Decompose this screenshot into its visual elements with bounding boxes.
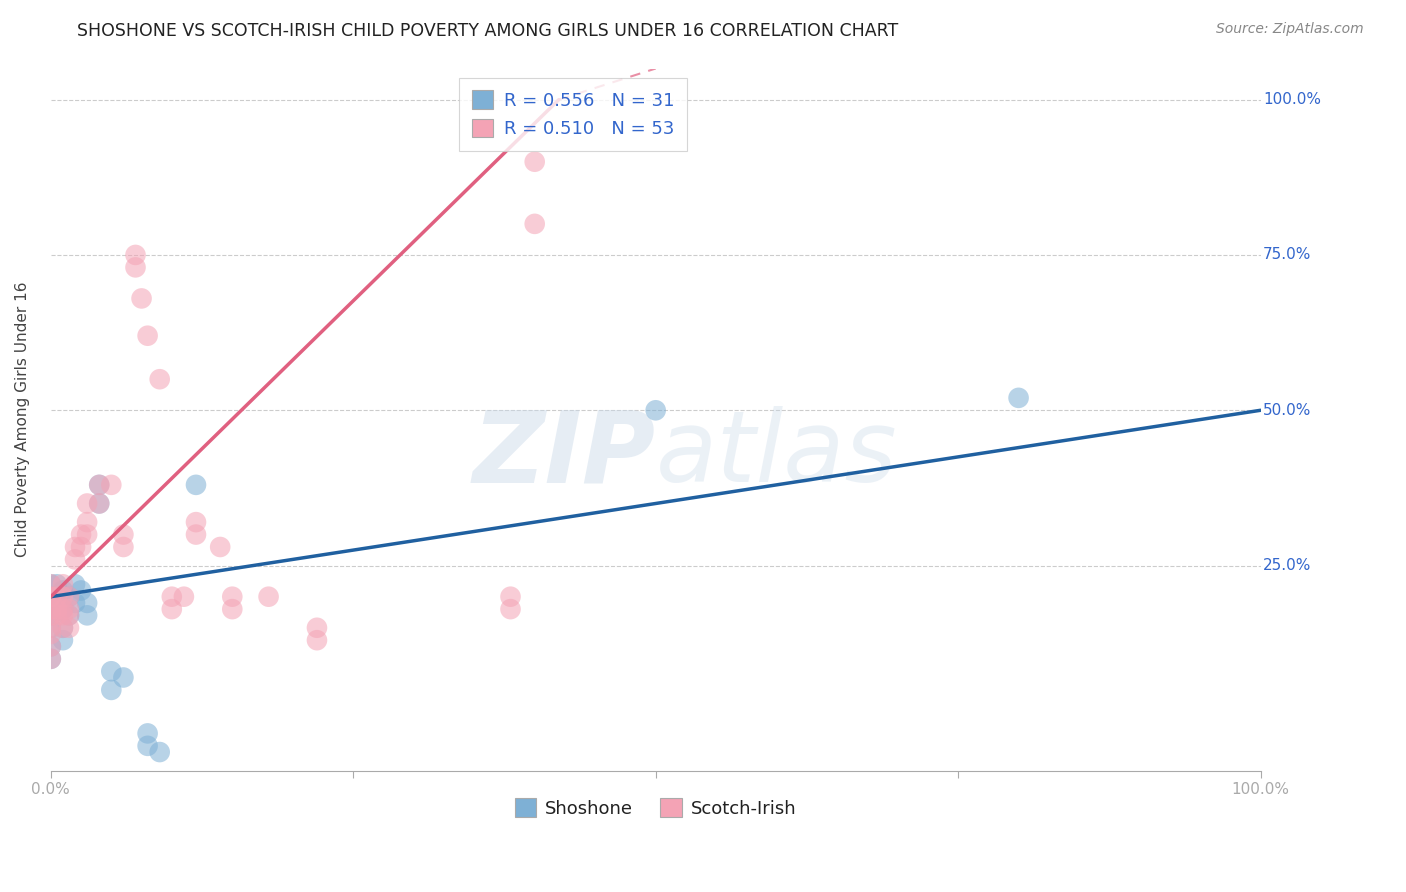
Point (39, 602, 62, 616)
Point (136, 328, 159, 343)
Point (39, 577, 62, 591)
Legend: Shoshone, Scotch-Irish: Shoshone, Scotch-Irish (508, 791, 804, 825)
Point (52, 633, 75, 648)
Text: 100.0%: 100.0% (1263, 92, 1322, 107)
Point (160, 590, 183, 604)
Point (39, 621, 62, 635)
Point (100, 665, 122, 679)
Text: 50.0%: 50.0% (1263, 403, 1312, 417)
Point (39, 608, 62, 623)
Point (63, 577, 86, 591)
Text: ZIP: ZIP (472, 406, 655, 503)
Point (39, 590, 62, 604)
Point (39, 608, 62, 623)
Point (76, 608, 98, 623)
Point (644, 403, 666, 417)
Point (124, 248, 146, 262)
Point (63, 540, 86, 554)
Point (221, 590, 243, 604)
Point (499, 590, 522, 604)
Text: atlas: atlas (655, 406, 897, 503)
Point (58, 608, 80, 623)
Text: SHOSHONE VS SCOTCH-IRISH CHILD POVERTY AMONG GIRLS UNDER 16 CORRELATION CHART: SHOSHONE VS SCOTCH-IRISH CHILD POVERTY A… (77, 22, 898, 40)
Point (39, 602, 62, 616)
Point (45, 590, 67, 604)
Point (209, 540, 232, 554)
Point (112, 527, 135, 541)
Point (52, 590, 75, 604)
Point (39, 627, 62, 641)
Point (45, 602, 67, 616)
Point (100, 478, 122, 492)
Text: 75.0%: 75.0% (1263, 247, 1312, 262)
Point (257, 590, 280, 604)
Text: Source: ZipAtlas.com: Source: ZipAtlas.com (1216, 22, 1364, 37)
Point (523, 217, 546, 231)
Point (89, 478, 111, 492)
Point (39, 590, 62, 604)
Point (39, 652, 62, 666)
Text: 25.0%: 25.0% (1263, 558, 1312, 574)
Point (39, 577, 62, 591)
Point (89, 496, 111, 510)
Point (1007, 391, 1029, 405)
Point (58, 590, 80, 604)
Point (70, 583, 93, 598)
Point (112, 671, 135, 685)
Point (76, 527, 98, 541)
Point (58, 590, 80, 604)
Point (89, 478, 111, 492)
Point (39, 640, 62, 654)
Point (136, 739, 159, 753)
Point (63, 552, 86, 566)
Point (100, 682, 122, 697)
Point (89, 496, 111, 510)
Point (76, 515, 98, 529)
Point (39, 621, 62, 635)
Point (173, 590, 195, 604)
Point (39, 590, 62, 604)
Point (76, 496, 98, 510)
Point (523, 154, 546, 169)
Point (221, 602, 243, 616)
Point (52, 583, 75, 598)
Point (39, 640, 62, 654)
Point (124, 260, 146, 275)
Point (52, 577, 75, 591)
Point (131, 292, 153, 306)
Point (70, 540, 93, 554)
Point (499, 602, 522, 616)
Point (136, 726, 159, 740)
Point (45, 577, 67, 591)
Point (52, 602, 75, 616)
Point (149, 745, 172, 759)
Point (184, 527, 207, 541)
Point (45, 590, 67, 604)
Point (305, 633, 328, 648)
Point (58, 608, 80, 623)
Point (184, 515, 207, 529)
Point (45, 608, 67, 623)
Point (52, 621, 75, 635)
Y-axis label: Child Poverty Among Girls Under 16: Child Poverty Among Girls Under 16 (15, 282, 30, 558)
Point (58, 602, 80, 616)
Point (63, 596, 86, 610)
Point (70, 527, 93, 541)
Point (58, 621, 80, 635)
Point (52, 608, 75, 623)
Point (52, 621, 75, 635)
Point (305, 621, 328, 635)
Point (112, 540, 135, 554)
Point (184, 478, 207, 492)
Point (39, 652, 62, 666)
Point (149, 372, 172, 386)
Point (76, 596, 98, 610)
Point (160, 602, 183, 616)
Point (52, 602, 75, 616)
